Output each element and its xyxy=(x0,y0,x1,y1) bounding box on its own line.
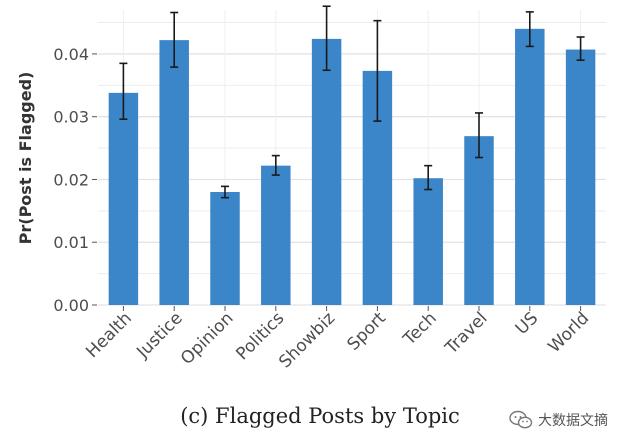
bar-politics xyxy=(261,165,291,305)
y-axis-ticks: 0.00 0.01 0.02 0.03 0.04 xyxy=(53,45,97,315)
watermark-text: 大数据文摘 xyxy=(538,413,608,429)
bar-us xyxy=(515,28,545,306)
x-tick-label-sport: Sport xyxy=(344,308,391,355)
y-axis-title: Pr(Post is Flagged) xyxy=(16,72,35,245)
bar-chart: 0.00 0.01 0.02 0.03 0.04 HealthJusticeOpinio… xyxy=(16,5,606,372)
x-tick-label-travel: Travel xyxy=(441,308,492,359)
x-tick-label-health: Health xyxy=(82,308,136,362)
x-tick-label-tech: Tech xyxy=(399,308,441,350)
bar-health xyxy=(108,92,139,305)
bar-showbiz xyxy=(311,38,342,305)
watermark: 大数据文摘 xyxy=(509,410,608,430)
bars xyxy=(108,28,596,306)
y-tick-label: 0.04 xyxy=(53,45,89,64)
bar-justice xyxy=(159,40,189,306)
y-tick-label: 0.03 xyxy=(53,108,89,127)
error-bars xyxy=(119,5,585,199)
bar-opinion xyxy=(210,192,240,305)
y-tick-label: 0.00 xyxy=(53,296,89,315)
x-tick-label-world: World xyxy=(545,308,594,357)
x-tick-label-showbiz: Showbiz xyxy=(275,308,339,372)
bar-tech xyxy=(413,178,443,305)
bar-world xyxy=(565,49,596,305)
x-tick-label-opinion: Opinion xyxy=(177,308,238,369)
wechat-icon xyxy=(509,410,533,429)
bar-travel xyxy=(464,136,494,305)
y-tick-label: 0.02 xyxy=(53,170,89,189)
x-tick-label-us: US xyxy=(512,308,543,339)
y-tick-label: 0.01 xyxy=(53,233,89,252)
figure-caption: (c) Flagged Posts by Topic xyxy=(180,404,460,428)
